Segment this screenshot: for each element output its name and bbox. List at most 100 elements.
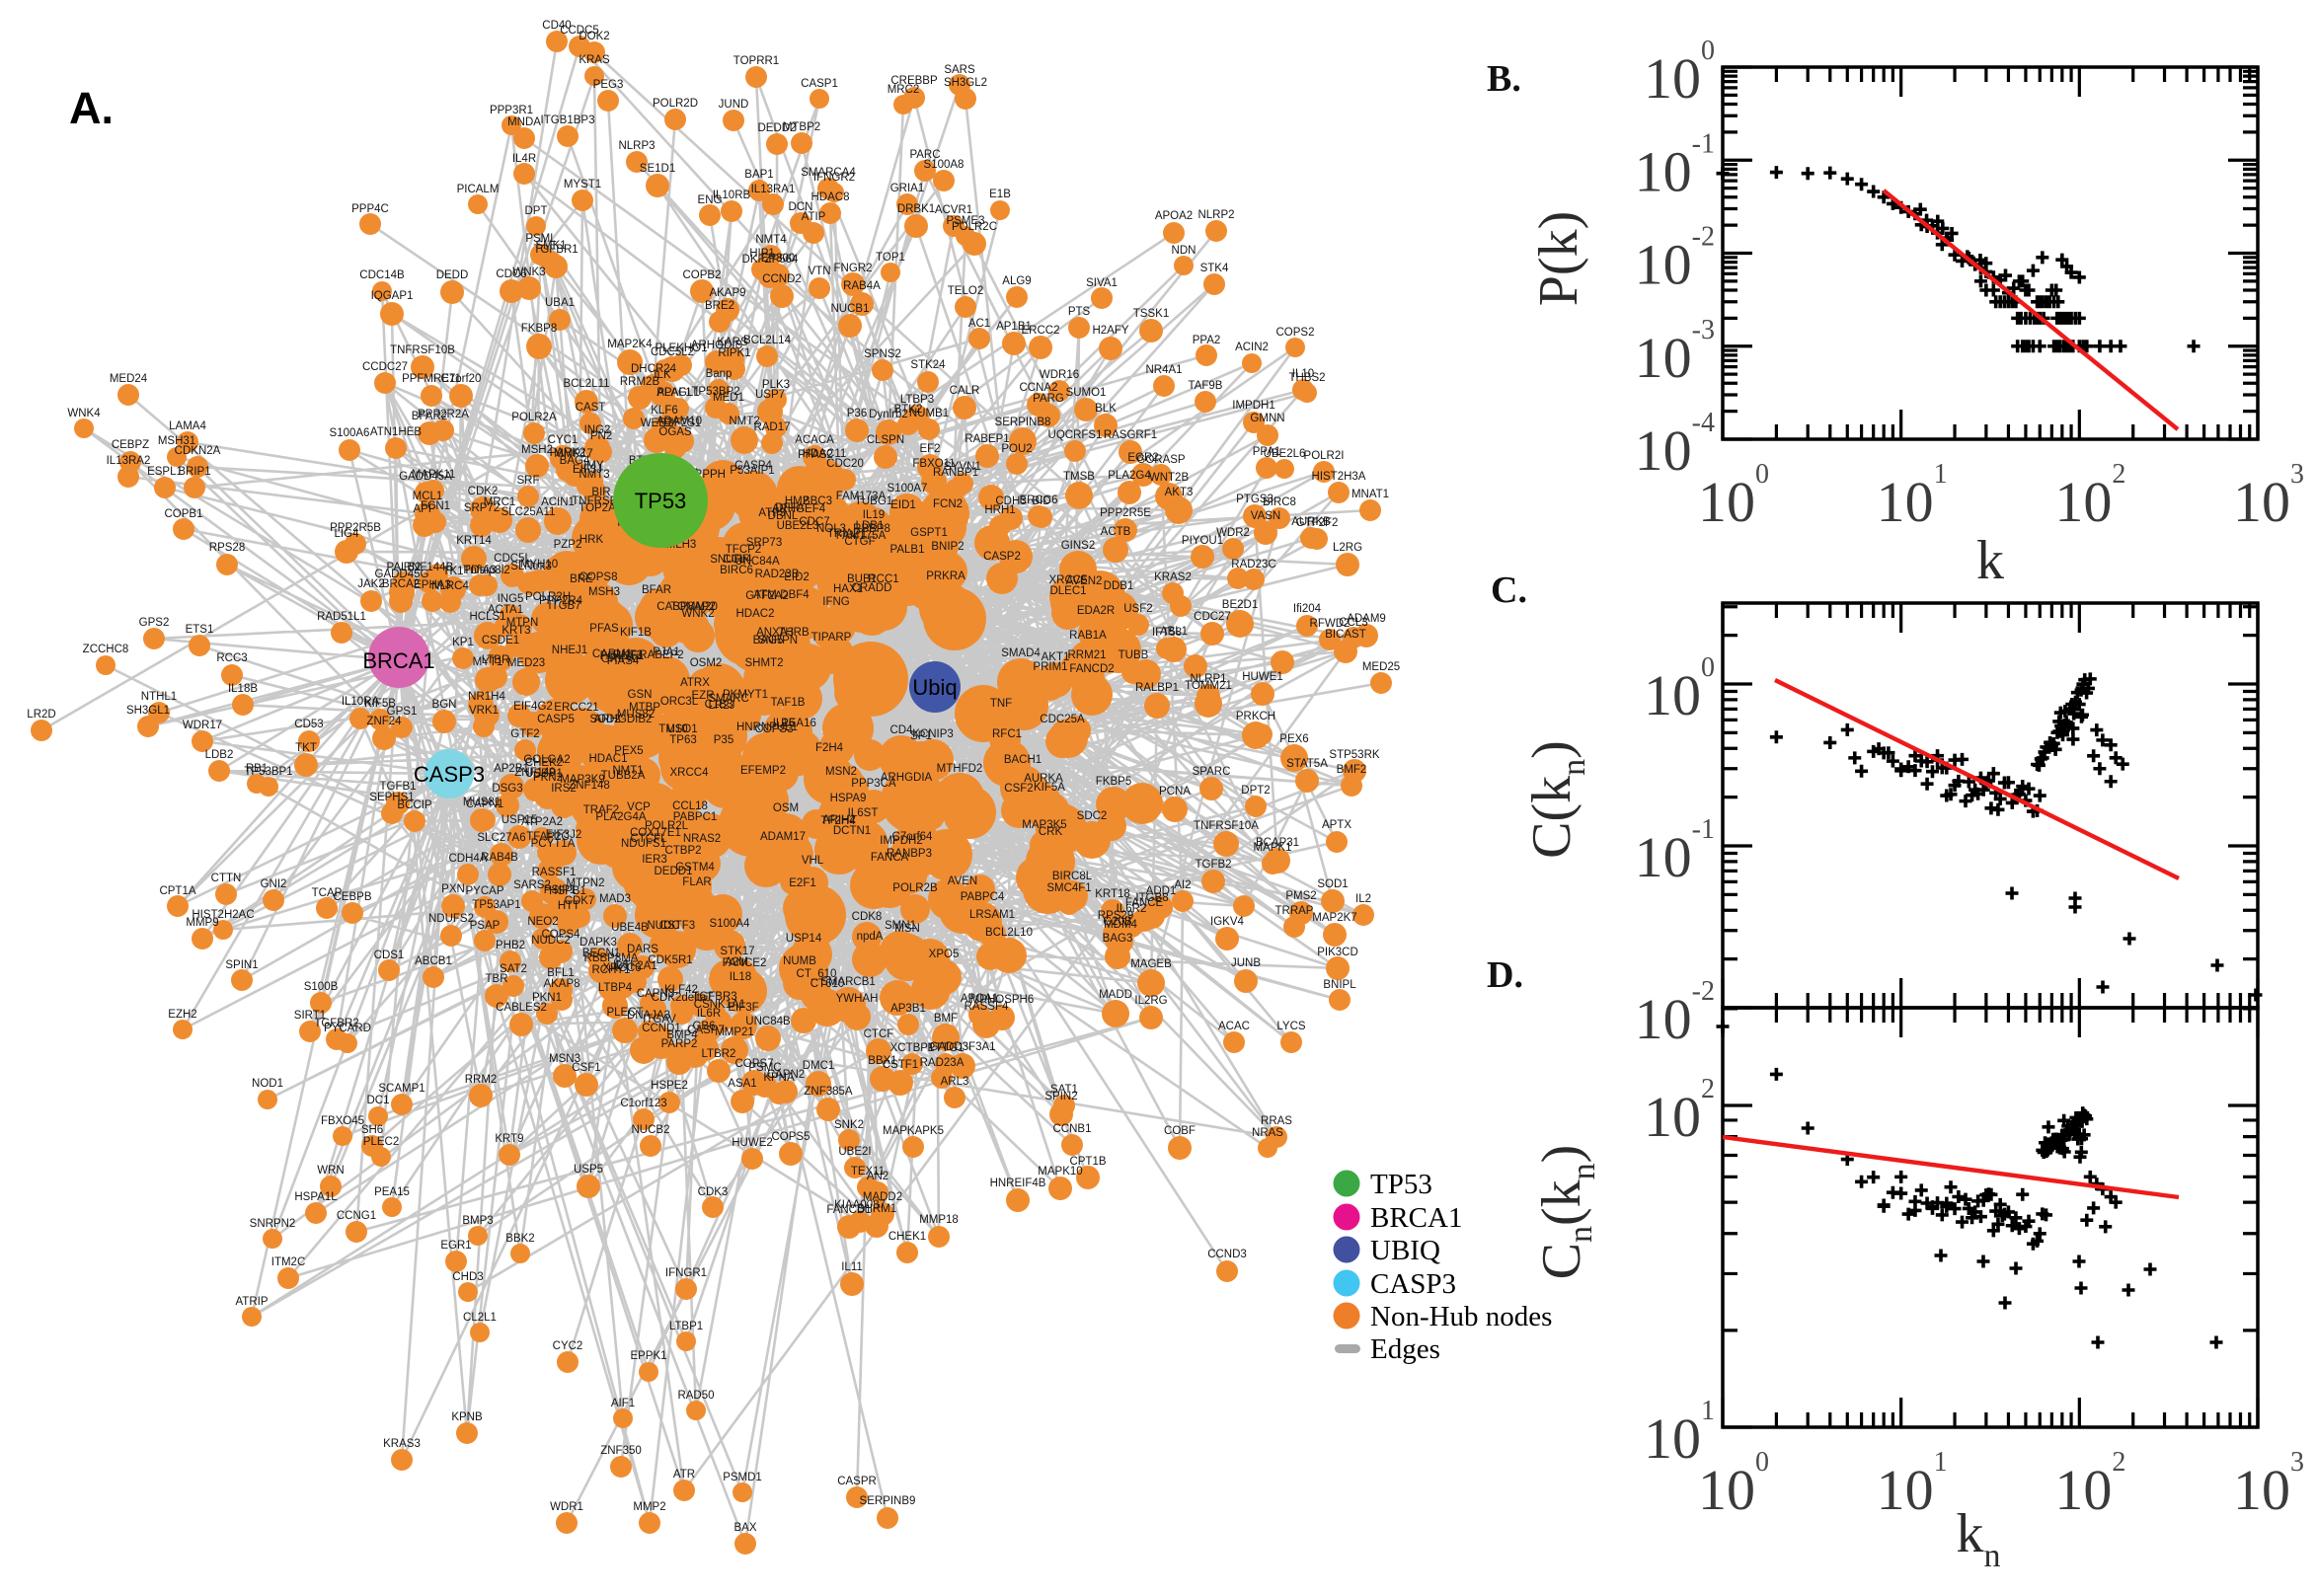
- svg-text:HM2: HM2: [785, 495, 809, 507]
- svg-text:GPS2: GPS2: [139, 617, 170, 629]
- svg-text:SOD2: SOD2: [589, 714, 620, 725]
- svg-text:STK17: STK17: [720, 946, 754, 957]
- svg-text:MYH10: MYH10: [520, 559, 558, 570]
- svg-text:CHD3: CHD3: [452, 1271, 483, 1283]
- svg-text:BBK2: BBK2: [505, 1233, 534, 1245]
- svg-text:PPFMRE11: PPFMRE11: [402, 373, 461, 385]
- svg-text:FAM175A: FAM175A: [836, 530, 887, 542]
- svg-text:EIF3F: EIF3F: [728, 1002, 758, 1014]
- svg-text:CSF2: CSF2: [1004, 783, 1033, 795]
- svg-text:GORASP: GORASP: [1136, 454, 1186, 466]
- svg-text:FNGR2: FNGR2: [834, 263, 873, 274]
- svg-text:MSN: MSN: [894, 923, 920, 935]
- svg-text:TMSB: TMSB: [1063, 471, 1095, 483]
- svg-text:NLRC4: NLRC4: [431, 580, 469, 592]
- svg-text:YWHAH: YWHAH: [836, 993, 879, 1005]
- svg-text:VHL: VHL: [802, 855, 824, 867]
- svg-text:ADAM10: ADAM10: [656, 416, 702, 427]
- svg-text:FANCA: FANCA: [871, 852, 909, 864]
- svg-text:LTBP4: LTBP4: [598, 982, 633, 994]
- svg-text:AC1: AC1: [968, 318, 990, 330]
- svg-text:GPS1: GPS1: [387, 706, 418, 718]
- svg-text:RASGRF1: RASGRF1: [1104, 429, 1157, 441]
- svg-text:MAP3K9: MAP3K9: [560, 774, 604, 786]
- svg-text:Ifi204: Ifi204: [1293, 603, 1322, 615]
- svg-text:WNK3: WNK3: [512, 266, 545, 278]
- svg-text:TGFBR1: TGFBR1: [533, 244, 578, 256]
- svg-text:EZR: EZR: [692, 690, 715, 702]
- svg-text:TOP2A: TOP2A: [579, 502, 616, 514]
- svg-text:DLEC1: DLEC1: [1049, 585, 1086, 597]
- svg-text:PPA1: PPA1: [1253, 446, 1281, 458]
- svg-text:CAST: CAST: [576, 402, 606, 414]
- svg-text:NRAS2: NRAS2: [683, 833, 721, 845]
- svg-text:AURKA: AURKA: [1024, 773, 1063, 785]
- svg-text:LTBP1: LTBP1: [669, 1321, 703, 1332]
- svg-text:COPB2: COPB2: [683, 269, 722, 281]
- svg-text:THBS2: THBS2: [1288, 372, 1325, 384]
- svg-text:IL2RG: IL2RG: [1134, 995, 1167, 1007]
- svg-text:BACH1: BACH1: [1004, 754, 1042, 766]
- svg-text:BE2D1: BE2D1: [1222, 599, 1258, 611]
- svg-text:TRAF2: TRAF2: [583, 804, 619, 816]
- svg-text:NTHL1: NTHL1: [141, 691, 177, 703]
- svg-text:SMAD4: SMAD4: [1001, 647, 1041, 659]
- svg-text:BAG3: BAG3: [1103, 933, 1133, 945]
- svg-text:SUMO1: SUMO1: [1066, 387, 1107, 399]
- svg-text:IL19: IL19: [863, 509, 885, 521]
- svg-text:MYST1: MYST1: [564, 179, 601, 190]
- svg-text:XPO5: XPO5: [929, 949, 960, 960]
- svg-text:SNRPN: SNRPN: [758, 635, 798, 646]
- svg-text:ACVR1: ACVR1: [935, 204, 972, 216]
- svg-text:AP2B1: AP2B1: [494, 763, 529, 775]
- svg-text:RAB4B: RAB4B: [481, 852, 518, 864]
- svg-text:CPT1B: CPT1B: [1069, 1156, 1106, 1168]
- svg-text:BTK2: BTK2: [894, 404, 923, 416]
- svg-text:KLF6: KLF6: [651, 405, 678, 417]
- svg-text:TP63: TP63: [669, 734, 697, 746]
- svg-text:PALB1: PALB1: [890, 544, 925, 556]
- svg-text:MED24: MED24: [110, 373, 148, 385]
- svg-text:WDR2: WDR2: [1216, 527, 1250, 539]
- svg-text:ITM2C: ITM2C: [271, 1256, 306, 1268]
- svg-text:POU2: POU2: [1001, 443, 1032, 455]
- svg-text:PRKRA: PRKRA: [926, 570, 965, 582]
- svg-text:CDK2: CDK2: [468, 486, 499, 497]
- svg-text:MUS82: MUS82: [617, 709, 655, 721]
- svg-text:TRIAP1: TRIAP1: [827, 528, 867, 540]
- svg-text:MUS81: MUS81: [463, 797, 501, 808]
- svg-text:ZNF385A: ZNF385A: [804, 1086, 853, 1098]
- svg-text:PEG3: PEG3: [593, 79, 624, 91]
- svg-text:IMPDH1: IMPDH1: [1232, 400, 1274, 412]
- svg-text:SPIN2: SPIN2: [1044, 1091, 1077, 1102]
- svg-text:IL10RB: IL10RB: [713, 190, 751, 201]
- svg-text:FAM173A: FAM173A: [836, 491, 887, 502]
- svg-text:LTBR: LTBR: [482, 654, 510, 666]
- svg-text:NUMB1: NUMB1: [909, 408, 949, 419]
- svg-text:NDN: NDN: [1172, 245, 1197, 257]
- svg-text:CDK8: CDK8: [852, 911, 883, 923]
- svg-text:MMP2: MMP2: [633, 1501, 665, 1513]
- svg-text:C1B3: C1B3: [705, 699, 733, 711]
- svg-text:P35: P35: [714, 734, 733, 746]
- svg-text:SOD1: SOD1: [1317, 878, 1348, 890]
- svg-text:TP53: TP53: [1370, 1169, 1432, 1200]
- svg-text:RBBP8: RBBP8: [853, 523, 890, 535]
- svg-text:CCND3: CCND3: [1207, 1249, 1247, 1260]
- svg-text:PLA2G4A: PLA2G4A: [595, 811, 646, 823]
- svg-text:HIST2H2AC: HIST2H2AC: [192, 909, 254, 921]
- svg-text:CDC20: CDC20: [826, 458, 864, 470]
- svg-text:HDAC2: HDAC2: [736, 608, 775, 620]
- svg-text:SLNtrk3: SLNtrk3: [510, 561, 552, 572]
- svg-text:KIF5B: KIF5B: [364, 698, 396, 710]
- svg-text:GMNN: GMNN: [1250, 413, 1284, 424]
- svg-text:KRT9: KRT9: [495, 1133, 523, 1145]
- svg-text:PLEKHO1: PLEKHO1: [655, 342, 707, 354]
- svg-text:BLK: BLK: [1095, 403, 1117, 415]
- svg-text:PARC: PARC: [909, 149, 940, 161]
- svg-text:IL18B: IL18B: [228, 683, 258, 695]
- svg-text:VTN: VTN: [809, 266, 831, 277]
- svg-text:IL6R: IL6R: [697, 1008, 721, 1020]
- svg-text:LYCS: LYCS: [1276, 1021, 1306, 1032]
- svg-text:HSPA9: HSPA9: [830, 793, 867, 804]
